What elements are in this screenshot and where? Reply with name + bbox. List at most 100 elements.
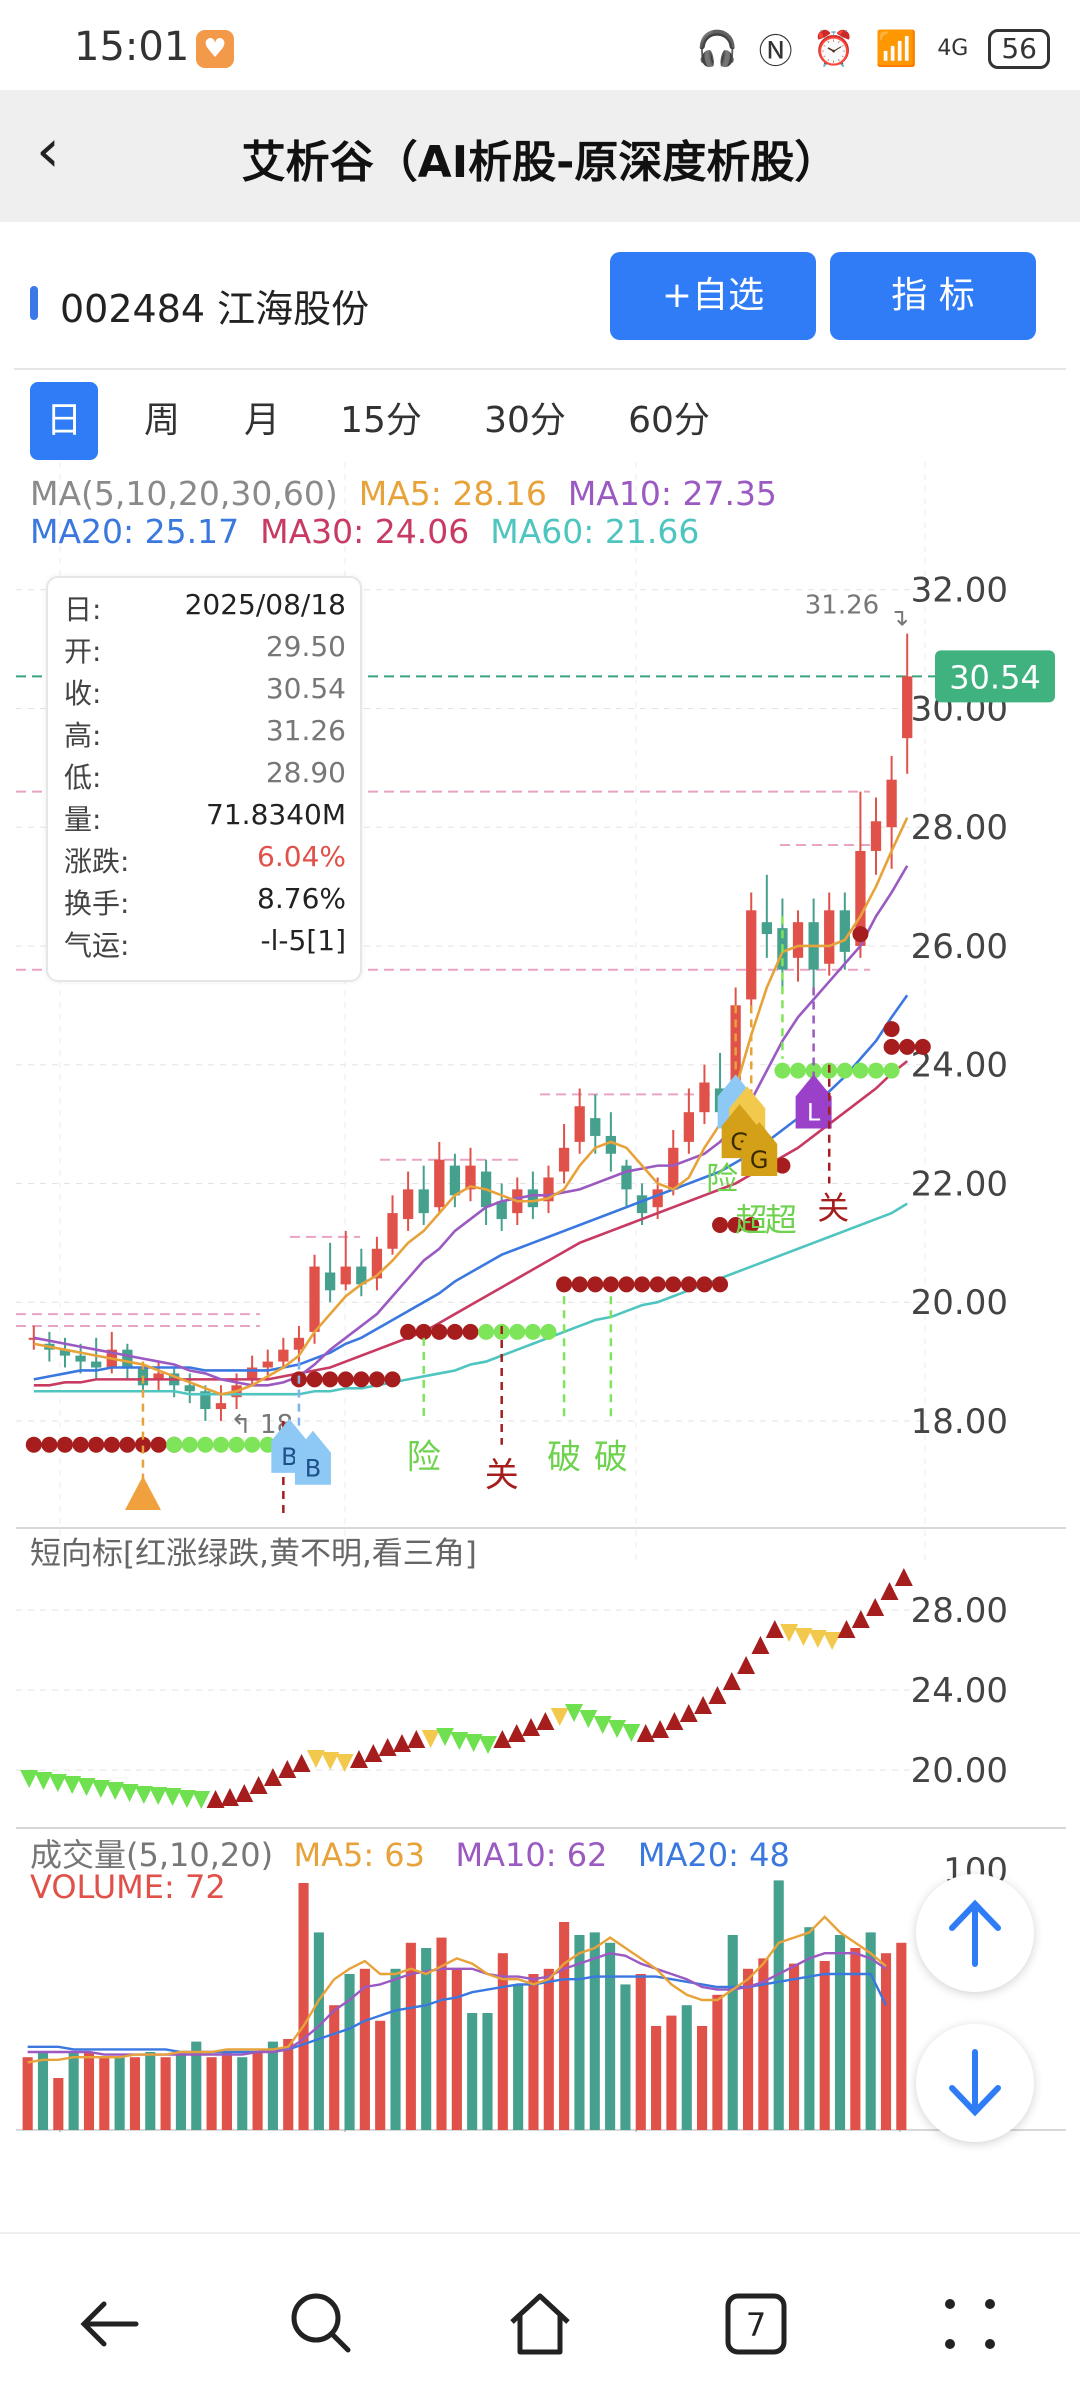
tab-month[interactable]: 月 [243,400,280,441]
y-tick-label: 32.00 [911,571,1008,611]
candle-body [902,676,913,739]
direction-marker-icon [378,1738,397,1756]
direction-marker-icon [206,1790,225,1808]
tab-day[interactable]: 日 [30,382,98,460]
candle-body [558,1147,570,1172]
arrow-up-icon [949,1899,1001,1967]
tab-60min[interactable]: 60分 [628,400,710,441]
volume-bar [574,1935,585,2130]
candle-body [371,1248,383,1279]
indicator-button[interactable]: 指 标 [830,252,1036,340]
direction-marker-icon [220,1788,239,1806]
direction-marker-icon [292,1754,311,1772]
direction-marker-icon [665,1712,684,1730]
tab-15min[interactable]: 15分 [340,400,422,441]
stock-chart[interactable]: 32.0030.0028.0026.0024.0022.0020.0018.00… [0,462,1080,2132]
scroll-down-button[interactable] [916,2024,1034,2142]
volume-bar [467,2013,478,2130]
candle-body [590,1118,601,1136]
candle-body [496,1201,507,1220]
candle-body [153,1373,164,1380]
back-icon[interactable]: ‹ [36,116,60,186]
signal-dot [509,1323,526,1340]
direction-marker-icon [837,1620,856,1638]
direction-marker-icon [493,1730,512,1748]
volume-bar [528,1974,539,2130]
nav-home-icon[interactable] [500,2284,580,2364]
direction-marker-icon [321,1752,340,1770]
volume-bar [221,2052,232,2130]
signal-dot [743,1217,760,1233]
direction-marker-icon [780,1624,799,1642]
ma5-legend: MA5: 28.16 [358,474,547,513]
tooltip-value: 31.26 [265,714,346,747]
candle-body [621,1165,632,1190]
tab-week[interactable]: 周 [143,400,180,441]
stock-name: 002484 江海股份 [60,287,370,331]
volume-bar [482,2013,493,2130]
candle-body [574,1106,585,1142]
signal-dot [150,1436,167,1453]
tooltip-key: 收: [64,677,102,710]
signal-dot [883,1062,900,1079]
tooltip-value: 29.50 [265,630,346,663]
nav-menu-icon[interactable] [930,2284,1010,2364]
volume-legend-title: 成交量(5,10,20) [30,1836,274,1874]
volume-bar [344,1974,355,2130]
tooltip-key: 换手: [64,887,130,920]
direction-marker-icon [149,1787,168,1805]
low-signal-tag-icon [795,1074,832,1129]
status-time: 15:01 [74,24,190,70]
nav-search-icon[interactable] [282,2284,362,2364]
tooltip-key: 日: [64,593,102,626]
add-watchlist-button[interactable]: +自选 [610,252,816,340]
high-label: 31.26 [805,591,879,621]
direction-marker-icon [106,1782,125,1800]
tab-30min[interactable]: 30分 [484,400,566,441]
candle-body [184,1385,195,1392]
candle-body [356,1266,367,1285]
signal-dot [337,1371,354,1388]
volume-bar [819,1961,830,2130]
ma-legend-title: MA(5,10,20,30,60) [30,474,338,513]
signal-dot [556,1276,573,1293]
tooltip-row: 涨跌: 6.04% [64,840,346,882]
scroll-up-button[interactable] [916,1874,1034,1992]
tooltip-key: 开: [64,635,102,668]
wifi-icon: 📶 [874,28,918,69]
nav-tabs-icon[interactable]: 7 [716,2284,796,2364]
signal-dot [25,1436,42,1453]
signal-dot [665,1276,682,1293]
volume-bar [497,1953,508,2130]
volume-bar [865,1932,876,2130]
volume-bar [880,1953,892,2130]
candle-body [699,1082,710,1113]
direction-marker-icon [263,1768,282,1786]
direction-marker-icon [722,1672,741,1690]
direction-marker-icon [177,1790,196,1808]
signal-dot [914,1038,931,1055]
volume-bar [191,2041,202,2130]
direction-marker-icon [751,1636,770,1654]
nav-back-icon[interactable] [70,2284,150,2364]
direction-marker-icon [550,1708,569,1726]
direction-marker-icon [579,1710,598,1728]
gold-signal-label: G [750,1146,769,1174]
tooltip-row: 高: 31.26 [64,714,346,756]
signal-dot [166,1436,183,1453]
tooltip-key: 低: [64,761,102,794]
volume-bar [252,2052,263,2130]
tooltip-row: 气运: -l-5[1] [64,924,346,966]
direction-marker-icon [651,1720,670,1738]
direction-marker-icon [163,1788,182,1806]
direction-marker-icon [235,1784,254,1802]
candle-body [122,1349,133,1368]
buy-signal-label: B [281,1443,297,1471]
volume-bar [712,1994,723,2130]
tooltip-row: 低: 28.90 [64,756,346,798]
volume-bar [329,2005,340,2130]
danger-signal-label: 险 [706,1159,738,1197]
sub-panel-title: 短向标[红涨绿跌,黄不明,看三角] [30,1536,477,1572]
tooltip-key: 气运: [64,929,130,962]
stock-marker [30,286,38,320]
